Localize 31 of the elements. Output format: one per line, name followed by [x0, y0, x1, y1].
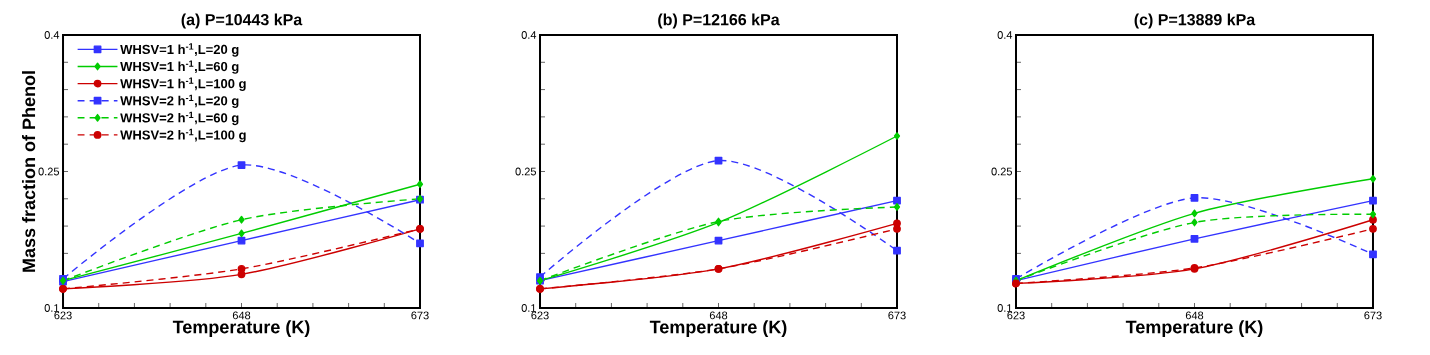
legend-label: WHSV=2 h$^{-1}$,L=60 g	[120, 111, 239, 126]
y-tick-label: 0.25	[515, 167, 537, 176]
x-tick-label: 673	[1364, 311, 1382, 320]
legend-label: WHSV=2 h$^{-1}$,L=20 g	[120, 94, 239, 109]
y-tick-label: 0.25	[38, 167, 60, 176]
x-axis-title: Temperature (K)	[172, 320, 310, 337]
legend-label: WHSV=1 h$^{-1}$,L=100 g	[120, 77, 246, 91]
x-tick-label: 623	[54, 311, 72, 320]
chart-title: (c) P=13889 kPa	[1134, 13, 1256, 29]
x-tick-label: 673	[411, 311, 429, 320]
y-tick-label: 0.4	[997, 31, 1013, 39]
x-axis-title: Temperature (K)	[1125, 320, 1263, 337]
x-tick-label: 623	[531, 311, 549, 320]
x-tick-label: 648	[709, 311, 728, 320]
y-tick-label: 0.1	[997, 304, 1012, 312]
y-axis-title: Mass fraction of Phenol	[21, 71, 36, 272]
y-tick-label: 0.4	[521, 31, 537, 39]
x-tick-label: 673	[888, 311, 906, 320]
legend-label: WHSV=1 h$^{-1}$,L=60 g	[120, 60, 239, 74]
y-tick-label: 0.1	[44, 304, 59, 312]
x-tick-label: 623	[1007, 311, 1025, 320]
y-tick-label: 0.4	[44, 31, 60, 39]
y-tick-label: 0.1	[521, 304, 536, 312]
y-tick-label: 0.25	[991, 167, 1012, 176]
x-tick-label: 648	[1185, 311, 1204, 320]
chart-title: (a) P=10443 kPa	[181, 13, 303, 29]
x-tick-label: 648	[232, 311, 251, 320]
chart-title: (b) P=12166 kPa	[658, 13, 780, 29]
legend-label: WHSV=2 h$^{-1}$,L=100 g	[120, 128, 246, 143]
x-axis-title: Temperature (K)	[649, 320, 787, 337]
legend-label: WHSV=1 h$^{-1}$,L=20 g	[120, 43, 239, 57]
